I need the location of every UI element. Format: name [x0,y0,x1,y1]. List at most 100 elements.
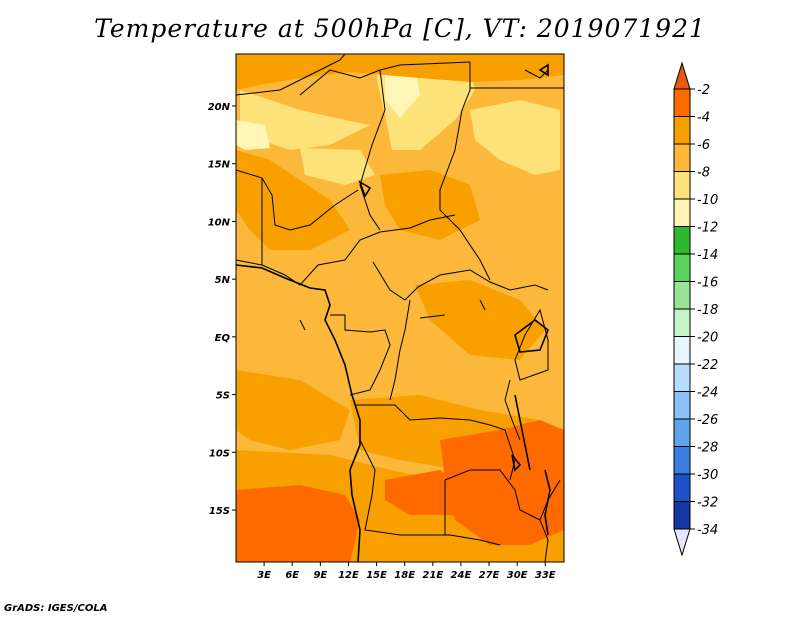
colorbar-box [673,418,691,447]
colorbar-box [673,198,691,227]
lake-malawi [544,469,551,536]
x-axis: 3E 6E 9E 12E 15E 18E 21E 24E 27E 30E 33E [257,562,556,581]
field-patch-pale-north [385,65,420,118]
x-tick-label: 3E [257,570,271,581]
field-patch-deep-zambia [385,470,470,515]
y-tick-label: 15S [209,506,230,517]
y-tick-label: EQ [215,333,231,344]
border-line [439,62,491,281]
lake-mweru [511,454,522,472]
colorbar-box [673,446,691,475]
x-tick-label: 30E [507,570,528,581]
lake-tanganyika [514,394,531,471]
x-tick-label: 9E [313,570,327,581]
colorbar-arrow-bottom [673,528,691,557]
border-line [359,439,501,546]
lake-victoria [514,318,549,353]
y-axis: 20N 15N 10N 5N EQ 5S 10S 15S [208,102,236,517]
field-patch-deep-east [440,420,564,545]
y-tick-label: 10N [208,217,231,228]
border-line [355,404,516,481]
colorbar-box [673,171,691,200]
colorbar-label: -12 [697,221,718,236]
temperature-field [236,54,564,562]
field-patch-pale-west [236,120,270,150]
colorbar-box [673,363,691,392]
field-patch-yellow-central [300,148,375,185]
field-patch-orange-chad [380,170,480,240]
map-frame [235,53,565,563]
x-tick-label: 15E [366,570,387,581]
colorbar-label: -16 [697,276,718,291]
border-line [504,379,521,441]
field-patch-orange-atlantic [236,370,350,450]
colorbar-box [673,226,691,255]
colorbar-label: -4 [697,111,710,126]
border-line [539,519,549,562]
colorbar-box [673,281,691,310]
border-line [344,214,456,261]
colorbar-box [673,308,691,337]
colorbar-box [673,501,691,530]
grads-credit: GrADS: IGES/COLA [4,603,108,614]
colorbar-box [673,116,691,145]
colorbar-box [673,253,691,282]
field-patch-yellow-west [240,90,370,150]
field-patch-deep-sw [236,485,360,562]
colorbar-label: -10 [697,193,718,208]
colorbar-label: -30 [697,468,718,483]
colorbar-label: -6 [697,138,710,153]
colorbar-label: -28 [697,441,718,456]
y-tick-label: 5S [216,391,230,402]
colorbar-box [673,143,691,172]
x-tick-label: 27E [479,570,500,581]
colorbar-label: -22 [697,358,718,373]
coastlines [236,63,551,562]
border-line [299,61,471,96]
x-tick-label: 6E [285,570,299,581]
border-line [299,299,486,331]
coastline-atlantic [236,264,361,562]
x-tick-label: 12E [338,570,359,581]
colorbar-label: -32 [697,496,718,511]
colorbar-box [673,88,691,117]
colorbar-label: -20 [697,331,718,346]
colorbar-label: -18 [697,303,718,318]
border-line [389,299,411,401]
border-line [359,69,386,231]
chart-title: Temperature at 500hPa [C], VT: 201907192… [94,14,706,43]
colorbar-label: -8 [697,166,710,181]
colorbar-label: -26 [697,413,718,428]
x-tick-label: 18E [394,570,415,581]
border-line [236,169,359,231]
border-line [372,261,549,301]
y-tick-label: 10S [209,448,230,459]
colorbar-arrow-top [673,61,691,90]
field-patch-orange-top [236,54,564,90]
colorbar-box [673,391,691,420]
border-line [330,314,391,396]
y-tick-label: 5N [215,275,231,286]
colorbar-box [673,473,691,502]
field-patch-yellow-ne [470,100,560,175]
country-borders [236,54,564,562]
x-tick-label: 24E [451,570,472,581]
colorbar-box [673,336,691,365]
y-tick-label: 15N [208,160,231,171]
colorbar-label: -2 [697,83,710,98]
border-line [514,308,549,381]
field-patch-orange-congo [415,280,545,360]
lake-chad [358,180,372,198]
colorbar-label: -24 [697,386,718,401]
x-tick-label: 21E [422,570,443,581]
field-patch-orange-west [236,150,350,250]
colorbar-label: -14 [697,248,718,263]
border-line [236,259,263,266]
x-tick-label: 33E [535,570,556,581]
colorbar: -2 -4 -6 -8 -10 -12 -14 -16 -18 -20 -22 -24 -26 -28 -3… [673,61,718,557]
red-sea-coast [538,63,549,77]
border-line [261,178,346,286]
y-tick-label: 20N [208,102,231,113]
colorbar-label: -34 [697,523,718,538]
